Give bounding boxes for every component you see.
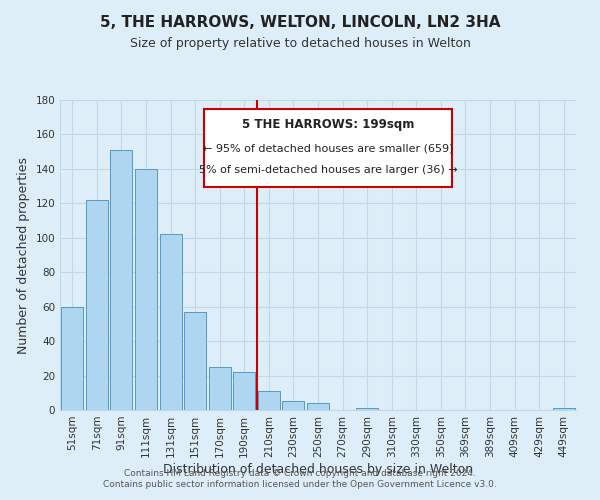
Bar: [283, 402, 304, 410]
Bar: [86, 200, 108, 410]
FancyBboxPatch shape: [205, 110, 452, 187]
Bar: [209, 367, 231, 410]
Text: 5% of semi-detached houses are larger (36) →: 5% of semi-detached houses are larger (3…: [199, 165, 458, 175]
Text: Size of property relative to detached houses in Welton: Size of property relative to detached ho…: [130, 38, 470, 51]
Text: Contains HM Land Registry data © Crown copyright and database right 2024.: Contains HM Land Registry data © Crown c…: [124, 468, 476, 477]
Bar: [258, 391, 280, 410]
Bar: [233, 372, 256, 410]
Bar: [160, 234, 182, 410]
X-axis label: Distribution of detached houses by size in Welton: Distribution of detached houses by size …: [163, 462, 473, 475]
Y-axis label: Number of detached properties: Number of detached properties: [17, 156, 30, 354]
Bar: [61, 306, 83, 410]
Text: ← 95% of detached houses are smaller (659): ← 95% of detached houses are smaller (65…: [203, 143, 454, 153]
Text: 5 THE HARROWS: 199sqm: 5 THE HARROWS: 199sqm: [242, 118, 415, 132]
Text: Contains public sector information licensed under the Open Government Licence v3: Contains public sector information licen…: [103, 480, 497, 489]
Bar: [307, 403, 329, 410]
Bar: [356, 408, 378, 410]
Bar: [184, 312, 206, 410]
Text: 5, THE HARROWS, WELTON, LINCOLN, LN2 3HA: 5, THE HARROWS, WELTON, LINCOLN, LN2 3HA: [100, 15, 500, 30]
Bar: [135, 169, 157, 410]
Bar: [553, 408, 575, 410]
Bar: [110, 150, 133, 410]
